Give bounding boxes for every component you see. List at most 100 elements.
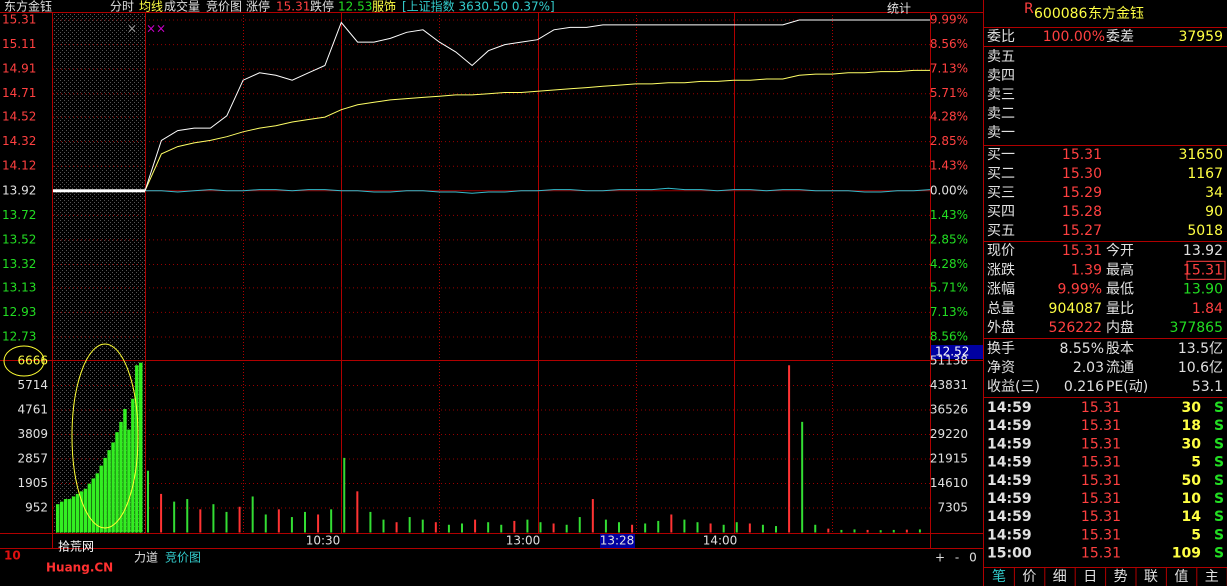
auction-bar <box>91 478 96 533</box>
info-label: 换手 <box>987 340 1015 357</box>
volume-bar <box>918 529 921 533</box>
price-tick-label: 13.72 <box>2 208 36 222</box>
pct-tick-label: 4.28% <box>930 257 968 271</box>
volume-bar <box>618 522 620 533</box>
tab[interactable]: 细 <box>1053 569 1067 585</box>
stat-label: 内盘 <box>1106 319 1134 336</box>
volume-bar <box>290 517 293 533</box>
stat-label: 总量 <box>987 301 1015 317</box>
header-item[interactable]: 成交量 <box>164 0 200 14</box>
stat-button[interactable]: 统计 <box>887 2 911 16</box>
bid-label: 买二 <box>987 166 1015 182</box>
volume-bar <box>683 519 686 533</box>
preopen-line <box>53 189 145 193</box>
bid-label: 买一 <box>987 147 1015 163</box>
trade-side: S <box>1214 436 1224 452</box>
ask-label: 卖四 <box>987 68 1015 84</box>
tab[interactable]: 势 <box>1114 569 1128 585</box>
stat-label: 涨跌 <box>987 262 1015 278</box>
trade-volume: 30 <box>1182 436 1202 452</box>
vol-tick-label: 952 <box>25 501 48 515</box>
header-item[interactable]: 竞价图 <box>206 0 242 14</box>
pct-tick-label: 1.43% <box>930 159 968 173</box>
trade-price: 15.31 <box>1081 491 1121 507</box>
price-tick-label: 15.31 <box>2 13 36 27</box>
bottom-tab[interactable]: 竞价图 <box>165 551 201 565</box>
auction-bar <box>63 499 68 533</box>
volume-bar <box>657 520 660 533</box>
close-icon[interactable]: × <box>127 22 137 36</box>
annotation-ellipse <box>3 345 45 377</box>
volume-bar <box>186 499 189 533</box>
pct-tick-label: 7.13% <box>930 305 968 319</box>
label: 委比 <box>987 29 1015 45</box>
stat-value: 1.39 <box>1071 262 1102 278</box>
volume-bar <box>735 522 738 533</box>
volume-bar <box>487 522 490 533</box>
volume-bar <box>696 522 699 533</box>
volume-bar <box>565 524 568 533</box>
volume-bar <box>526 519 529 533</box>
price-tick-label: 14.91 <box>2 62 36 76</box>
stat-value: 377865 <box>1170 320 1223 336</box>
tab[interactable]: 主 <box>1205 569 1219 585</box>
vol-tick-label-right: 43831 <box>930 378 968 392</box>
auction-bar <box>135 365 139 533</box>
zoom-button[interactable]: + <box>935 551 945 565</box>
bottom-tab[interactable]: 力道 <box>134 551 158 565</box>
auction-bar <box>67 499 72 533</box>
trade-time: 14:59 <box>987 473 1032 489</box>
tab[interactable]: 值 <box>1174 569 1188 585</box>
bid-price: 15.29 <box>1062 185 1102 201</box>
volume-bar <box>343 457 346 533</box>
time-highlight <box>600 534 635 548</box>
auction-bar <box>87 483 92 533</box>
header-item[interactable]: 分时 <box>110 0 134 14</box>
volume-bar <box>447 524 450 533</box>
pct-tick-label: 7.13% <box>930 62 968 76</box>
price-tick-label: 12.93 <box>2 305 36 319</box>
volume-bar <box>474 519 477 533</box>
tab[interactable]: 笔 <box>992 569 1006 585</box>
auction-bar <box>119 421 123 533</box>
trade-side: S <box>1214 546 1224 562</box>
volume-bar <box>539 522 542 533</box>
vol-tick-label: 1905 <box>17 476 48 490</box>
trade-volume: 50 <box>1182 473 1202 489</box>
volume-bar <box>500 524 503 533</box>
vol-tick-label-right: 14610 <box>930 476 968 490</box>
tab[interactable]: 联 <box>1144 569 1158 585</box>
volume-bar <box>369 511 372 533</box>
tab[interactable]: 日 <box>1083 569 1097 585</box>
auction-bar <box>103 457 107 533</box>
bid-label: 买四 <box>987 204 1015 220</box>
header-item[interactable]: 均线 <box>139 0 163 14</box>
volume-bar <box>788 365 791 533</box>
value: 37959 <box>1178 29 1223 45</box>
volume-bar <box>644 523 647 533</box>
trade-side: S <box>1214 473 1224 489</box>
trade-price: 15.31 <box>1081 509 1121 525</box>
trade-volume: 10 <box>1182 491 1202 507</box>
tab-active <box>984 568 1014 586</box>
info-value: 10.6亿 <box>1178 360 1223 376</box>
trade-price: 15.31 <box>1081 527 1121 543</box>
watermark-logo: 10 <box>4 549 21 563</box>
vol-tick-label-right: 51138 <box>930 354 968 368</box>
volume-bar <box>853 529 856 533</box>
zoom-button[interactable]: - <box>955 551 959 565</box>
stat-value: 1.84 <box>1192 301 1223 317</box>
zoom-button[interactable]: 0 <box>969 551 977 565</box>
volume-bar <box>408 517 411 533</box>
tab[interactable]: 价 <box>1022 569 1036 585</box>
auction-bar <box>75 493 80 533</box>
ask-label: 卖一 <box>987 125 1015 141</box>
volume-bar <box>147 470 149 533</box>
bid-label: 买三 <box>987 185 1015 201</box>
trade-side: S <box>1214 455 1224 471</box>
trade-side: S <box>1214 509 1224 525</box>
auction-bar <box>115 432 119 533</box>
trade-time: 14:59 <box>987 455 1032 471</box>
